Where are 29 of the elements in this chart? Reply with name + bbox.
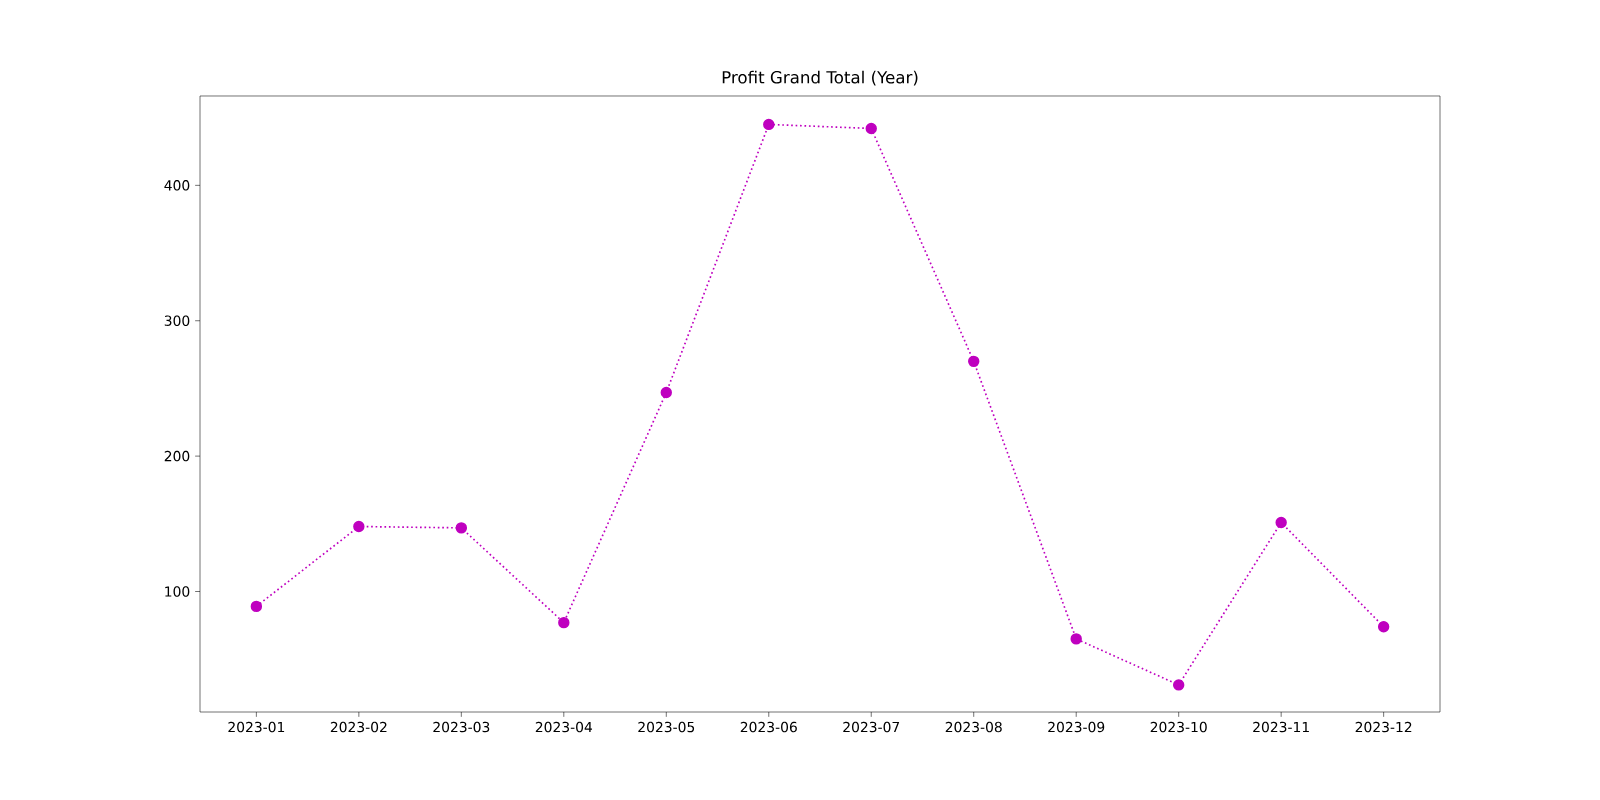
x-tick-label: 2023-11 [1253, 721, 1309, 733]
x-tick-label: 2023-06 [740, 721, 797, 733]
x-tick-label: 2023-08 [945, 721, 1002, 733]
point [1377, 621, 1390, 633]
point [660, 386, 672, 399]
point [250, 600, 263, 613]
x-tick-label: 2023-04 [535, 721, 593, 733]
x-tick-label: 2023-07 [843, 721, 900, 733]
x-tick-label: 2023-01 [228, 721, 285, 733]
x-tick-label: 2023-02 [330, 721, 387, 733]
y-tick-label: 300 [164, 315, 190, 326]
x-tick-label: 2023-03 [433, 721, 490, 733]
point [763, 118, 775, 131]
y-tick-label: 100 [165, 586, 190, 597]
x-tick-label: 2023-12 [1355, 721, 1412, 733]
point [353, 520, 365, 533]
point [1275, 516, 1287, 529]
point [968, 355, 980, 368]
chart-title: Profit Grand Total (Year) [722, 70, 918, 86]
x-tick-label: 2023-10 [1150, 721, 1207, 733]
x-tick-label: 2023-09 [1048, 721, 1105, 733]
point [865, 122, 877, 135]
y-tick-label: 200 [164, 450, 190, 462]
point [1070, 633, 1082, 645]
point [558, 616, 570, 629]
point [1172, 679, 1185, 691]
y-tick-label: 400 [164, 180, 190, 191]
point [455, 522, 468, 534]
x-tick-label: 2023-05 [638, 721, 695, 733]
